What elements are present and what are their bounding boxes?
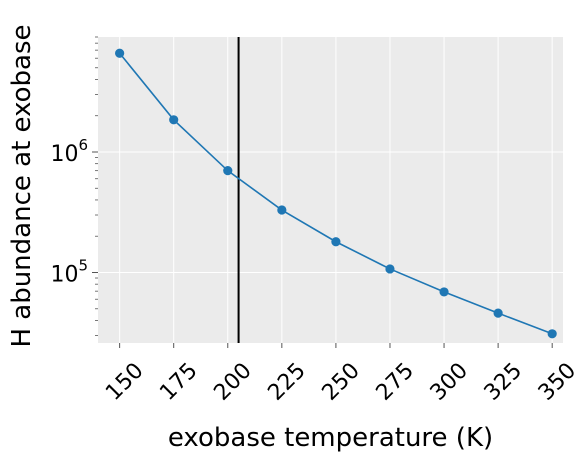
y-axis-label: H abundance at exobase xyxy=(7,24,37,347)
y-tick-exponent: 6 xyxy=(78,136,88,154)
data-point xyxy=(493,308,503,318)
x-tick-label: 175 xyxy=(155,358,202,405)
x-tick-label: 350 xyxy=(534,358,581,405)
x-tick-label: 325 xyxy=(480,358,527,405)
y-tick-exponent: 5 xyxy=(78,257,88,275)
x-tick-label: 275 xyxy=(372,358,419,405)
y-minor-ticks xyxy=(92,36,98,336)
y-tick-base: 10 xyxy=(50,263,78,288)
x-axis-label: exobase temperature (K) xyxy=(168,423,493,453)
y-tick-label: 106 xyxy=(50,136,88,167)
grid xyxy=(98,37,563,343)
y-tick-label: 105 xyxy=(50,257,88,288)
data-point xyxy=(277,205,287,215)
data-point xyxy=(439,287,449,297)
x-tick-label: 300 xyxy=(426,358,473,405)
data-point xyxy=(331,237,341,247)
y-tick-base: 10 xyxy=(50,142,78,167)
x-tick-label: 200 xyxy=(209,358,256,405)
x-tick-label: 225 xyxy=(263,358,310,405)
x-tick-label: 150 xyxy=(101,358,148,405)
x-tick-labels: 150 175 200 225 250 275 300 325 350 xyxy=(101,343,581,406)
data-point xyxy=(547,329,557,339)
data-point xyxy=(115,48,125,58)
series-points xyxy=(115,48,557,339)
data-point xyxy=(385,264,395,274)
x-tick-label: 250 xyxy=(318,358,365,405)
data-point xyxy=(223,166,233,176)
plot-background xyxy=(98,37,563,343)
data-point xyxy=(169,115,179,125)
